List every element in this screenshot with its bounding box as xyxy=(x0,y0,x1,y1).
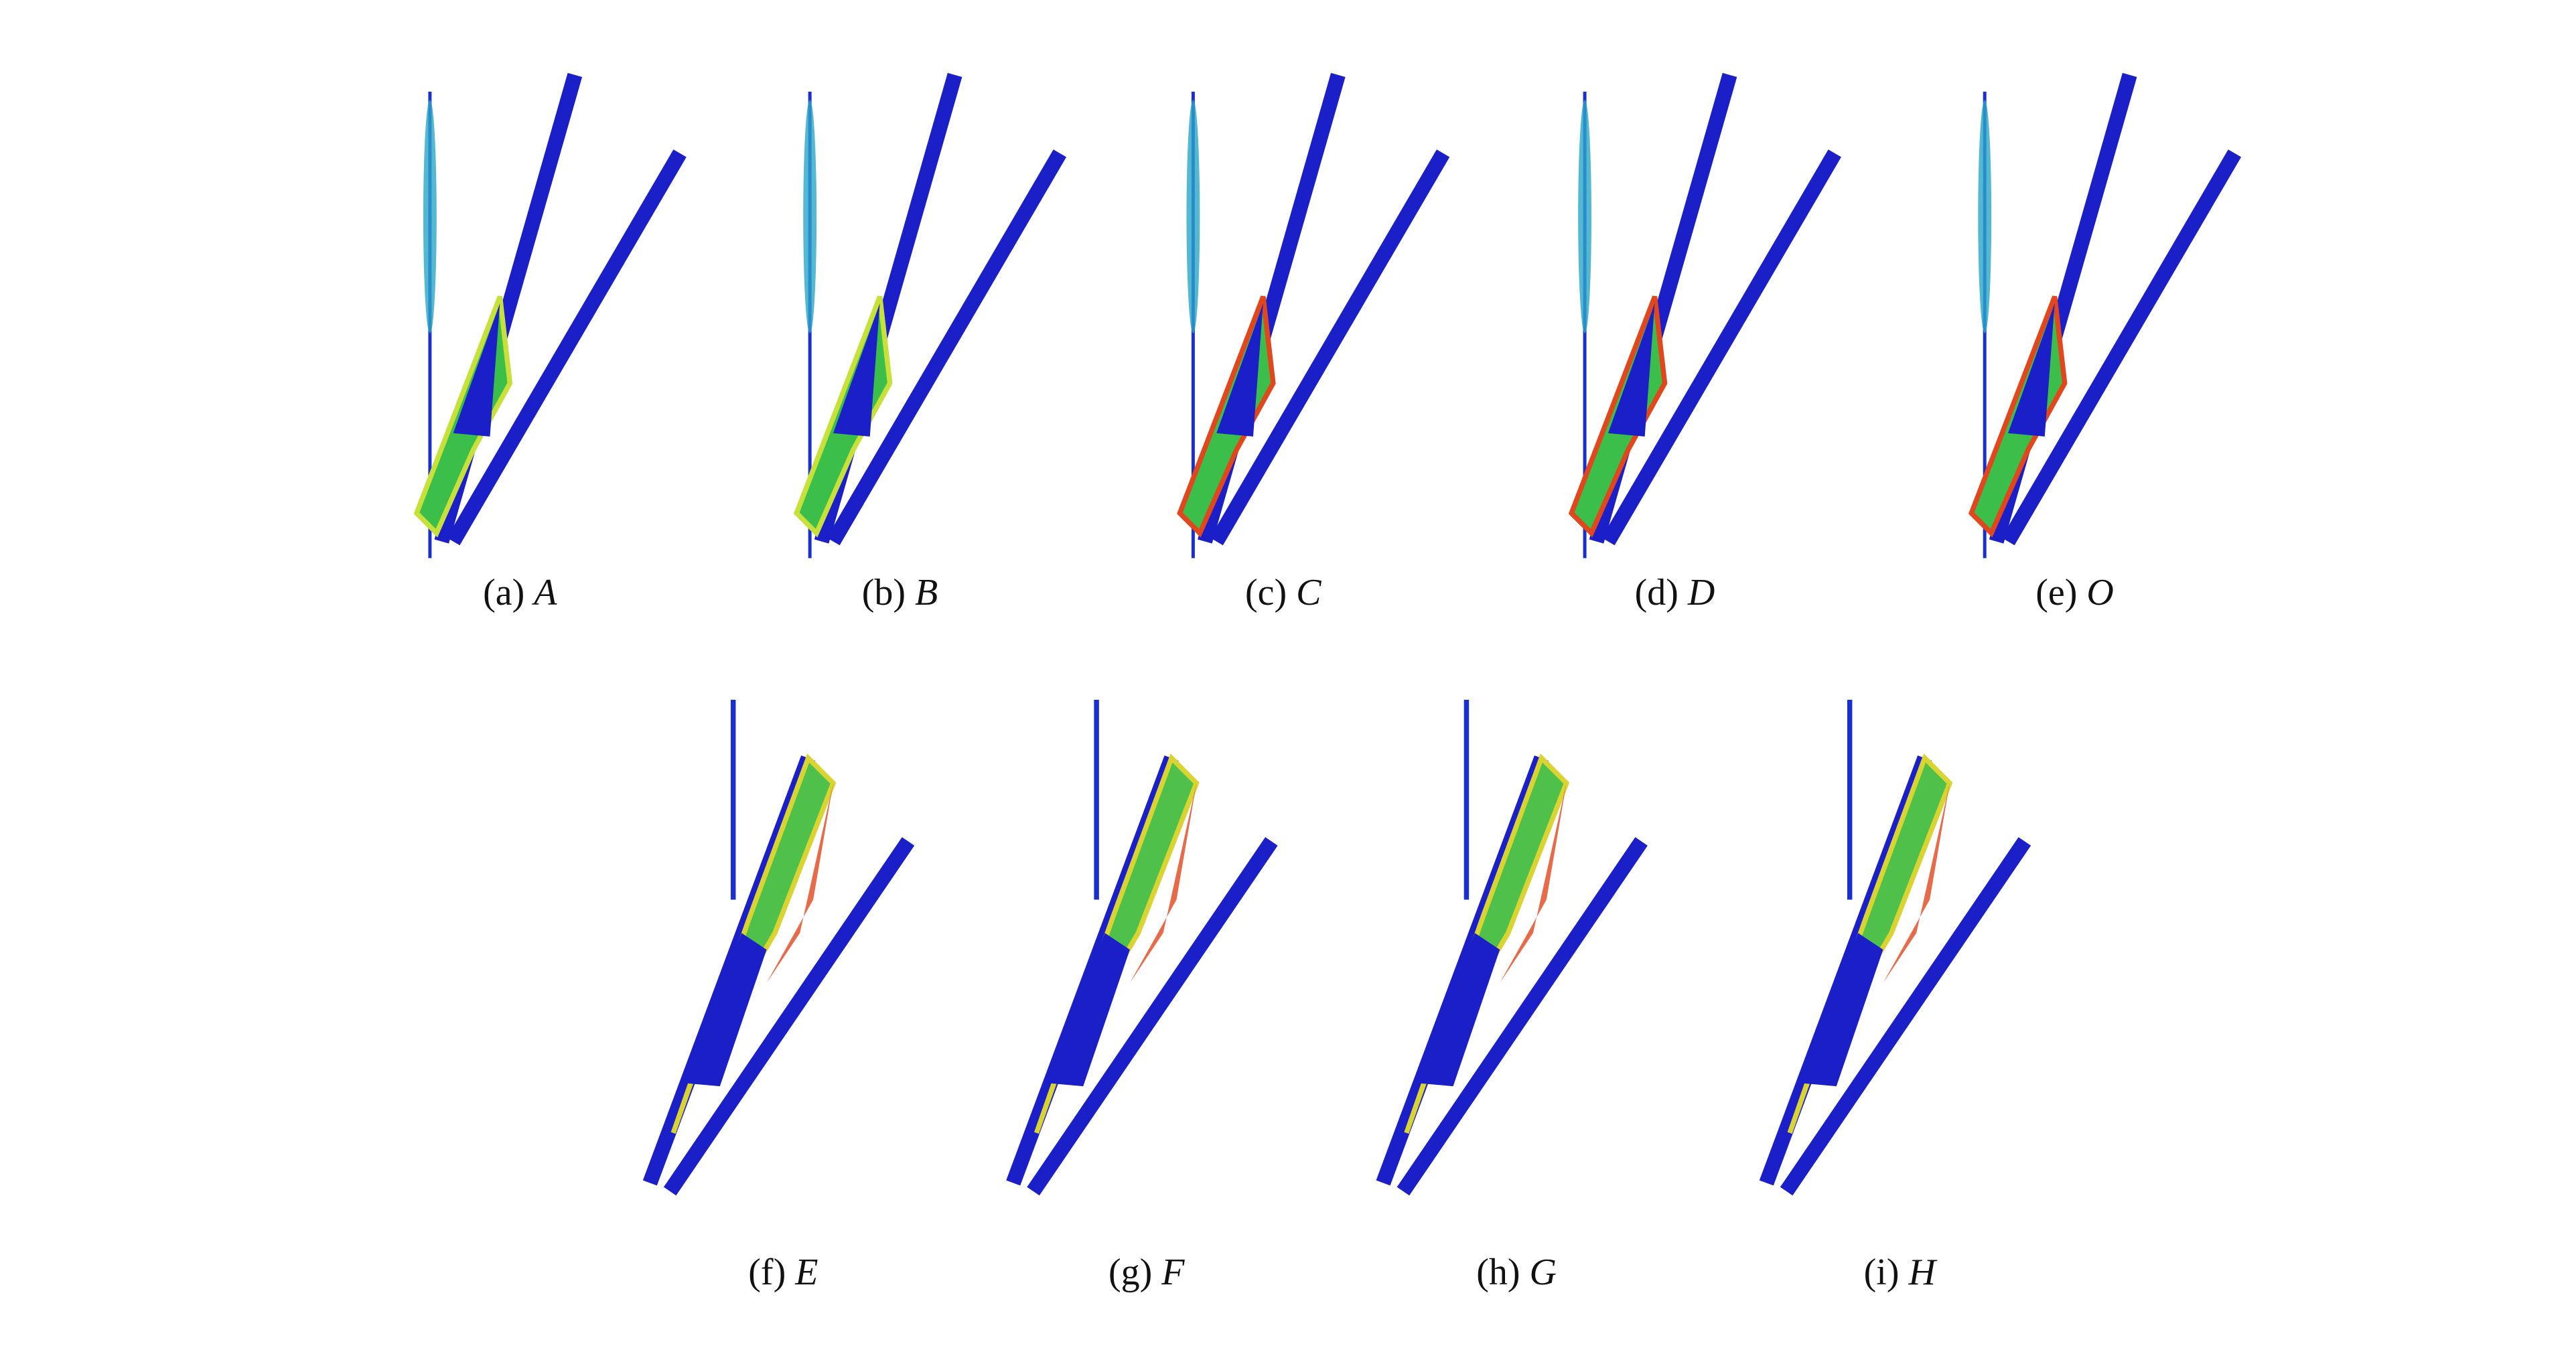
caption-name: G xyxy=(1530,1252,1557,1293)
probe-glow xyxy=(1578,100,1592,333)
probe-glow xyxy=(803,100,817,333)
rod xyxy=(1780,837,2031,1196)
rod xyxy=(1027,837,1278,1196)
panel xyxy=(1006,699,1278,1196)
panel xyxy=(413,72,687,558)
probe-glow xyxy=(423,100,437,333)
caption-tag: (h) xyxy=(1476,1252,1520,1293)
caption-tag: (f) xyxy=(748,1252,786,1293)
panel xyxy=(1759,699,2031,1196)
rod xyxy=(1601,149,1841,546)
caption: (e) O xyxy=(2035,572,2114,613)
caption-name: O xyxy=(2086,572,2113,613)
caption-tag: (c) xyxy=(1245,572,1287,613)
probe-glow xyxy=(1186,100,1200,333)
caption-tag: (g) xyxy=(1108,1252,1152,1293)
caption-tag: (d) xyxy=(1635,572,1678,613)
caption: (g) F xyxy=(1108,1252,1185,1293)
caption: (f) E xyxy=(748,1252,818,1293)
rod xyxy=(663,837,915,1196)
panel xyxy=(1968,72,2242,558)
panel xyxy=(642,699,915,1196)
blade-core xyxy=(1416,933,1500,1087)
blade-core xyxy=(1046,933,1130,1087)
blade-core xyxy=(2008,303,2055,437)
caption: (i) H xyxy=(1864,1252,1938,1293)
panel xyxy=(1376,699,1648,1196)
caption-name: H xyxy=(1908,1252,1938,1293)
blade-core xyxy=(683,933,767,1087)
blade-core xyxy=(1607,303,1655,437)
caption-tag: (b) xyxy=(862,572,906,613)
caption-name: A xyxy=(531,572,557,613)
rod xyxy=(827,149,1067,546)
probe-glow xyxy=(1978,100,1992,333)
panel xyxy=(1568,72,1841,558)
rod xyxy=(447,149,687,546)
caption-tag: (a) xyxy=(483,572,524,613)
rod xyxy=(1397,837,1648,1196)
caption-name: C xyxy=(1296,572,1321,613)
blade-core xyxy=(1800,933,1883,1087)
caption-name: F xyxy=(1161,1252,1185,1293)
panel xyxy=(1177,72,1450,558)
caption: (h) G xyxy=(1476,1252,1557,1293)
caption: (d) D xyxy=(1635,572,1715,613)
caption-name: E xyxy=(794,1252,818,1293)
caption-tag: (i) xyxy=(1864,1252,1900,1293)
caption: (b) B xyxy=(862,572,938,613)
blade-core xyxy=(1216,303,1263,437)
blade-core xyxy=(453,303,500,437)
caption-tag: (e) xyxy=(2035,572,2077,613)
rod xyxy=(2001,149,2242,546)
caption: (c) C xyxy=(1245,572,1321,613)
rod xyxy=(1210,149,1450,546)
caption: (a) A xyxy=(483,572,557,613)
blade-core xyxy=(833,303,880,437)
panel xyxy=(793,72,1067,558)
caption-name: D xyxy=(1687,572,1715,613)
caption-name: B xyxy=(915,572,938,613)
